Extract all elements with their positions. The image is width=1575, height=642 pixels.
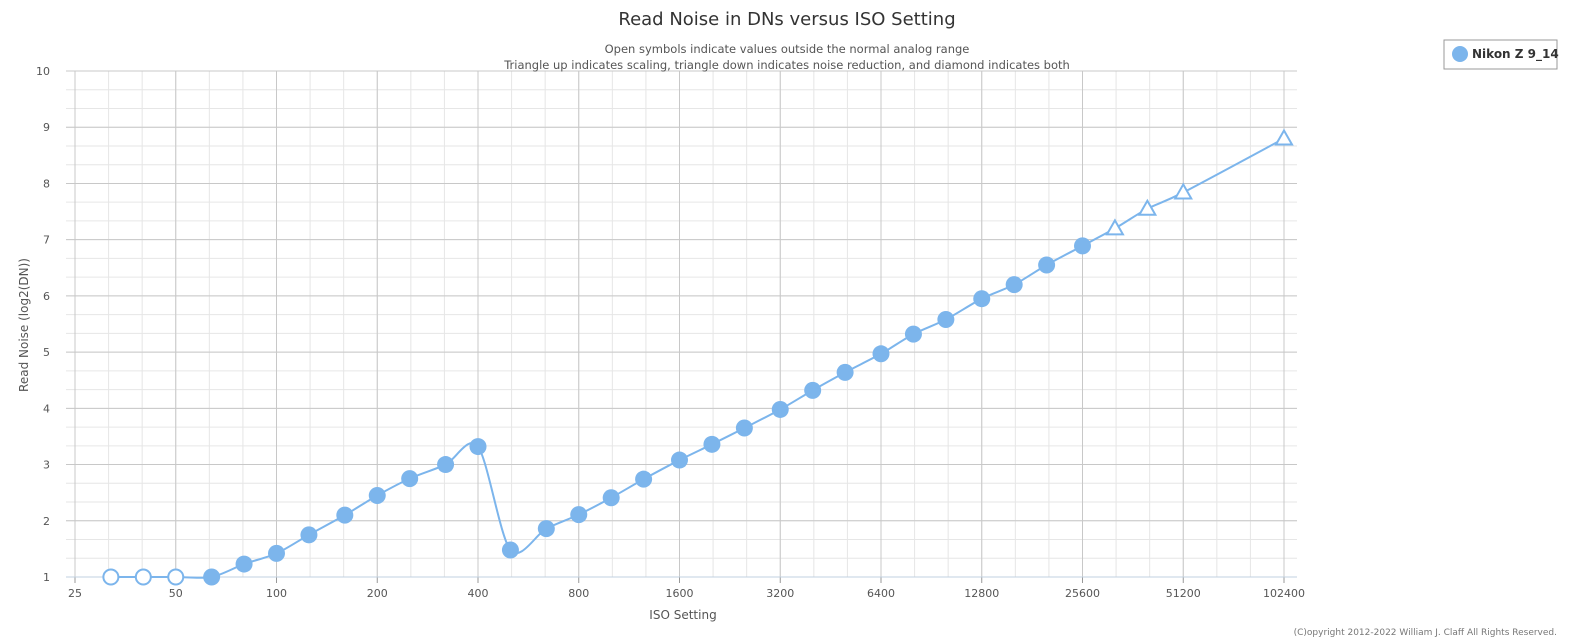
grid <box>66 70 1297 578</box>
legend-marker <box>1452 46 1468 62</box>
data-point-open <box>102 568 120 586</box>
y-tick-label: 5 <box>43 346 50 359</box>
x-tick-label: 25 <box>68 587 82 600</box>
chart-title: Read Noise in DNs versus ISO Setting <box>618 9 955 30</box>
data-point <box>671 451 688 469</box>
y-tick-label: 7 <box>43 234 50 247</box>
y-tick-label: 4 <box>43 402 50 415</box>
y-tick-label: 2 <box>43 515 50 528</box>
data-point <box>937 311 955 329</box>
x-tick-label: 102400 <box>1263 587 1305 600</box>
x-tick-label: 100 <box>266 587 287 600</box>
series <box>102 128 1294 586</box>
y-tick-label: 10 <box>36 65 50 78</box>
data-point <box>203 568 221 586</box>
data-point <box>469 438 487 456</box>
data-point <box>703 435 721 453</box>
y-tick-label: 8 <box>43 177 50 190</box>
data-point <box>1038 256 1056 274</box>
data-point <box>368 486 386 504</box>
data-point <box>401 470 419 488</box>
data-point <box>602 489 620 507</box>
x-tick-label: 51200 <box>1166 587 1201 600</box>
data-point <box>1074 237 1091 255</box>
data-point-triangle-up <box>1105 218 1125 236</box>
copyright-text: (C)opyright 2012-2022 William J. Claff A… <box>1294 628 1557 638</box>
legend[interactable]: Nikon Z 9_14 <box>1443 39 1559 70</box>
data-point <box>1005 276 1023 294</box>
data-point-triangle-up <box>1173 182 1193 200</box>
y-tick-label: 3 <box>43 459 50 472</box>
data-point <box>537 520 555 538</box>
x-tick-label: 6400 <box>867 587 895 600</box>
data-point <box>836 363 854 381</box>
x-axis-title: ISO Setting <box>649 608 716 622</box>
x-tick-label: 25600 <box>1065 587 1100 600</box>
axes <box>66 576 1297 583</box>
data-point <box>268 544 285 562</box>
data-point <box>437 456 455 474</box>
y-axis-ticks: 1 2 3 4 5 6 7 8 9 10 <box>36 65 50 584</box>
x-tick-label: 800 <box>568 587 589 600</box>
x-tick-label: 50 <box>169 587 183 600</box>
y-tick-label: 9 <box>43 121 50 134</box>
data-point <box>872 345 890 363</box>
chart-subtitle-line-2: Triangle up indicates scaling, triangle … <box>503 58 1070 72</box>
x-axis-ticks: 25 50 100 200 400 800 1600 3200 6400 12800 25600 51… <box>68 587 1305 600</box>
chart-subtitle-line-1: Open symbols indicate values outside the… <box>605 42 970 56</box>
data-point-open <box>134 568 152 586</box>
data-point-triangle-up <box>1274 128 1294 146</box>
y-tick-label: 6 <box>43 290 50 303</box>
x-tick-label: 400 <box>468 587 489 600</box>
data-point <box>904 325 922 343</box>
data-point-triangle-up <box>1137 198 1158 216</box>
data-point <box>635 470 653 488</box>
data-point <box>300 526 318 544</box>
series-line <box>110 137 1285 579</box>
data-point <box>336 506 354 524</box>
data-point <box>804 381 822 399</box>
legend-item-label[interactable]: Nikon Z 9_14 <box>1472 47 1559 62</box>
data-point <box>735 419 753 437</box>
data-point <box>973 290 991 308</box>
data-point <box>771 400 789 418</box>
y-axis-title: Read Noise (log2(DN)) <box>17 258 31 392</box>
x-tick-label: 1600 <box>666 587 694 600</box>
data-point <box>501 541 519 559</box>
data-point <box>570 506 588 524</box>
data-point <box>235 555 253 573</box>
data-point-open <box>167 568 185 586</box>
x-tick-label: 200 <box>367 587 388 600</box>
y-tick-label: 1 <box>43 571 50 584</box>
x-tick-label: 3200 <box>766 587 794 600</box>
x-tick-label: 12800 <box>964 587 999 600</box>
